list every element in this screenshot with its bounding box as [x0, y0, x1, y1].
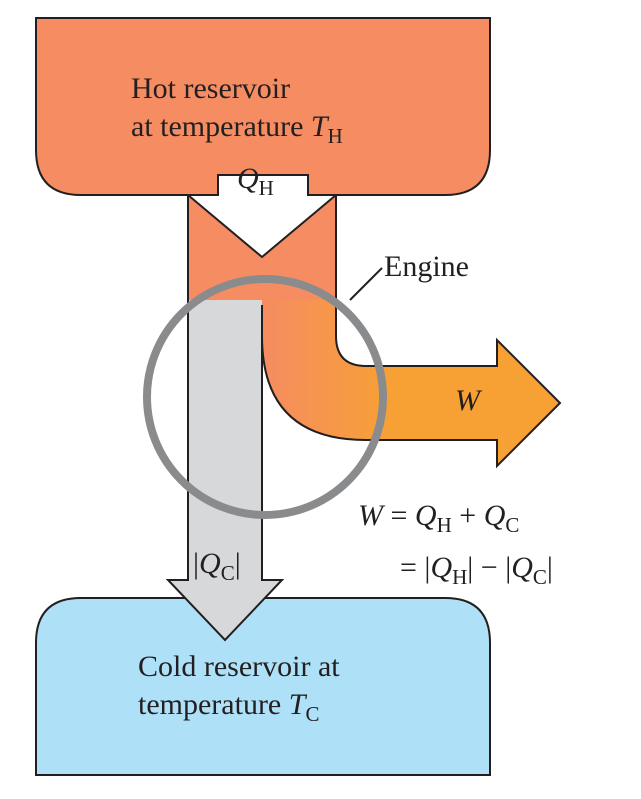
cold-reservoir-prefix: temperature	[138, 688, 289, 721]
eq2-q2: Q	[511, 551, 533, 584]
heat-flow-stream	[188, 195, 336, 300]
heat-in-chevron	[187, 194, 337, 259]
cold-reservoir-line1: Cold reservoir at	[138, 650, 340, 683]
cold-temperature-symbol: T	[288, 688, 306, 721]
work-equation-line1: W = QH + QC	[358, 497, 519, 537]
eq1-equals: =	[383, 499, 415, 532]
eq2-s1: H	[452, 565, 468, 589]
eq2-equals: =	[400, 551, 425, 584]
hot-temperature-symbol: T	[310, 110, 328, 143]
eq2-q1: Q	[430, 551, 453, 584]
heat-out-symbol: Q	[199, 547, 221, 580]
heat-out-subscript: C	[220, 561, 235, 585]
cold-reservoir-box	[35, 597, 491, 776]
eq2-bar3: |	[505, 551, 512, 584]
heat-in-symbol: Q	[237, 162, 259, 195]
heat-flow-outline-left	[165, 175, 285, 642]
heat-out-bar-open: |	[193, 547, 200, 580]
engine-ring	[143, 275, 387, 519]
cold-temperature-subscript: C	[305, 702, 320, 726]
eq2-bar2: |	[467, 551, 474, 584]
eq1-s2: C	[505, 513, 520, 537]
eq1-lhs: W	[358, 499, 383, 532]
heat-flow-stream-lower	[168, 300, 282, 640]
heat-out-bar-close: |	[234, 547, 241, 580]
hot-reservoir-prefix: at temperature	[131, 110, 311, 143]
work-equation-line2: = |QH| − |QC|	[400, 549, 553, 589]
engine-leader-line	[349, 267, 383, 301]
eq1-q2: Q	[483, 499, 506, 532]
heat-out-label: |QC|	[193, 545, 241, 585]
eq1-q1: Q	[414, 499, 437, 532]
eq1-plus: +	[451, 499, 484, 532]
hot-reservoir-line2: at temperature TH	[131, 108, 343, 148]
hot-reservoir-label: Hot reservoir at temperature TH	[131, 70, 343, 148]
heat-in-subscript: H	[258, 176, 274, 200]
work-arrow	[262, 300, 560, 466]
heat-flow-outline-right	[261, 175, 562, 469]
work-label: W	[455, 384, 480, 417]
heat-in-label: QH	[237, 160, 274, 200]
eq2-bar4: |	[546, 551, 553, 584]
eq2-minus: −	[473, 551, 506, 584]
hot-temperature-subscript: H	[327, 124, 343, 148]
eq2-s2: C	[532, 565, 547, 589]
eq2-bar1: |	[424, 551, 431, 584]
hot-reservoir-line1: Hot reservoir	[131, 72, 291, 105]
engine-label: Engine	[384, 250, 469, 283]
cold-reservoir-line2: temperature TC	[138, 686, 340, 726]
eq1-s1: H	[436, 513, 452, 537]
cold-reservoir-label: Cold reservoir at temperature TC	[138, 648, 340, 726]
